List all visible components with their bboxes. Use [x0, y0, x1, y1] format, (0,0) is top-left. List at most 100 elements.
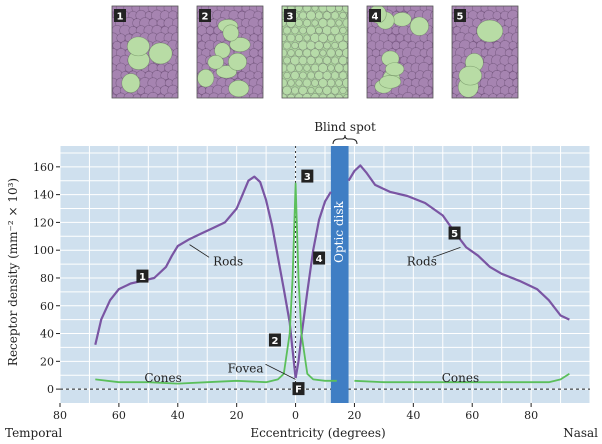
annotation-rods: Rods: [407, 254, 437, 268]
badge-box: [136, 269, 149, 283]
receptor-cell: [175, 55, 178, 66]
y-tick-label: 80: [40, 272, 54, 285]
receptor-cell: [311, 79, 319, 87]
x-tick-label: 60: [465, 409, 479, 422]
receptor-cell: [299, 26, 307, 35]
receptor-cell: [331, 41, 339, 50]
receptor-cell: [430, 26, 433, 35]
region-badge: 4: [313, 251, 326, 265]
y-tick-label: 120: [33, 216, 54, 229]
region-badge: 2: [268, 333, 281, 347]
receptor-cell: [291, 26, 299, 35]
receptor-cell: [338, 55, 348, 66]
receptor-cell: [295, 49, 303, 57]
cones-series-line: [95, 182, 337, 385]
receptor-cell: [261, 86, 263, 95]
annotation-cones: Cones: [442, 371, 479, 385]
cone-cell: [207, 55, 224, 70]
receptor-cell: [326, 6, 336, 13]
receptor-cell: [311, 6, 319, 12]
receptor-cell: [334, 33, 344, 43]
receptor-cell: [338, 71, 348, 80]
receptor-cell: [260, 25, 263, 36]
receptor-cell: [306, 71, 316, 80]
receptor-cell: [347, 88, 348, 93]
retina-mosaic-thumbnails: 1 2 3 4 5: [111, 5, 519, 99]
thumbnail-badge-box: [454, 9, 466, 22]
annotation-leader: [432, 247, 461, 258]
grid-lines: [59, 146, 591, 403]
y-tick-label: 100: [33, 244, 54, 257]
receptor-cell: [282, 85, 292, 96]
thumbnail-badge-label: 3: [287, 12, 294, 23]
annotation-cones: Cones: [144, 371, 181, 385]
mosaic-thumbnail: 1: [111, 5, 179, 99]
receptor-cell: [171, 92, 178, 98]
cone-cell: [228, 80, 250, 98]
receptor-cell: [283, 26, 291, 35]
badge-label: 5: [451, 229, 458, 240]
receptor-cell: [342, 63, 348, 73]
receptor-cell: [298, 85, 308, 96]
receptor-cell: [322, 56, 332, 65]
thumbnail-badge-label: 5: [457, 12, 464, 23]
receptor-cell: [282, 48, 288, 58]
thumbnail-cells: [367, 6, 433, 98]
receptor-cell: [342, 48, 348, 58]
receptor-cell: [291, 86, 299, 95]
y-tick-label: 60: [40, 300, 54, 313]
receptor-cell: [318, 63, 328, 73]
receptor-cell: [132, 93, 142, 98]
thumbnail-cells: [452, 6, 518, 98]
receptor-cell: [322, 85, 332, 96]
receptor-cell: [430, 56, 433, 65]
annotation-fovea: Fovea: [228, 361, 264, 375]
receptor-cell: [295, 6, 303, 12]
receptor-cell: [291, 41, 299, 50]
y-axis-label: Receptor density (mm⁻² × 10³): [6, 178, 20, 366]
receptor-cell: [315, 26, 323, 35]
annotations: Rods Rods Cones Cones Fovea: [144, 244, 479, 385]
receptor-cell: [326, 18, 336, 28]
receptor-cell: [303, 19, 311, 27]
receptor-density-chart: Optic disk Rods Rods Cones Cones Fovea 1 2 3 4 5…: [33, 146, 591, 422]
receptor-cell: [302, 48, 312, 58]
receptor-cell: [306, 10, 316, 21]
annotation-leader: [189, 244, 210, 258]
receptor-cell: [335, 6, 343, 12]
cone-cell: [379, 75, 402, 89]
thumbnail-badge-label: 2: [202, 12, 209, 23]
badge-label: F: [295, 385, 302, 396]
receptor-cell: [303, 64, 311, 72]
receptor-cell: [298, 11, 308, 20]
thumbnail-frame: [196, 5, 264, 99]
x-end-label-nasal: Nasal: [563, 426, 598, 440]
receptor-cell: [342, 78, 348, 88]
blind-spot-brace: [332, 134, 358, 145]
x-axis-label: Eccentricity (degrees): [250, 426, 385, 440]
series-lines: [94, 164, 570, 385]
receptor-cell: [290, 71, 300, 80]
receptor-cell: [347, 73, 348, 78]
cone-cell: [409, 16, 429, 36]
receptor-cell: [283, 71, 291, 80]
receptor-cell: [322, 71, 332, 80]
cone-cell: [197, 69, 215, 88]
receptor-cell: [326, 78, 336, 88]
thumbnail-frame: [451, 5, 519, 99]
cone-cell: [392, 12, 412, 27]
receptor-cell: [515, 41, 518, 50]
x-tick-label: 20: [230, 409, 244, 422]
thumbnail-badge-label: 1: [117, 12, 124, 23]
receptor-cell: [257, 48, 263, 58]
receptor-cell: [294, 33, 304, 43]
receptor-cell: [302, 6, 312, 13]
receptor-cell: [395, 6, 405, 13]
y-tick-label: 0: [47, 383, 54, 396]
receptor-cell: [299, 71, 307, 80]
badge-label: 4: [316, 254, 323, 265]
receptor-cell: [508, 71, 518, 80]
x-end-label-temporal: Temporal: [5, 426, 62, 440]
badge-box: [313, 251, 326, 265]
receptor-cell: [330, 71, 340, 80]
